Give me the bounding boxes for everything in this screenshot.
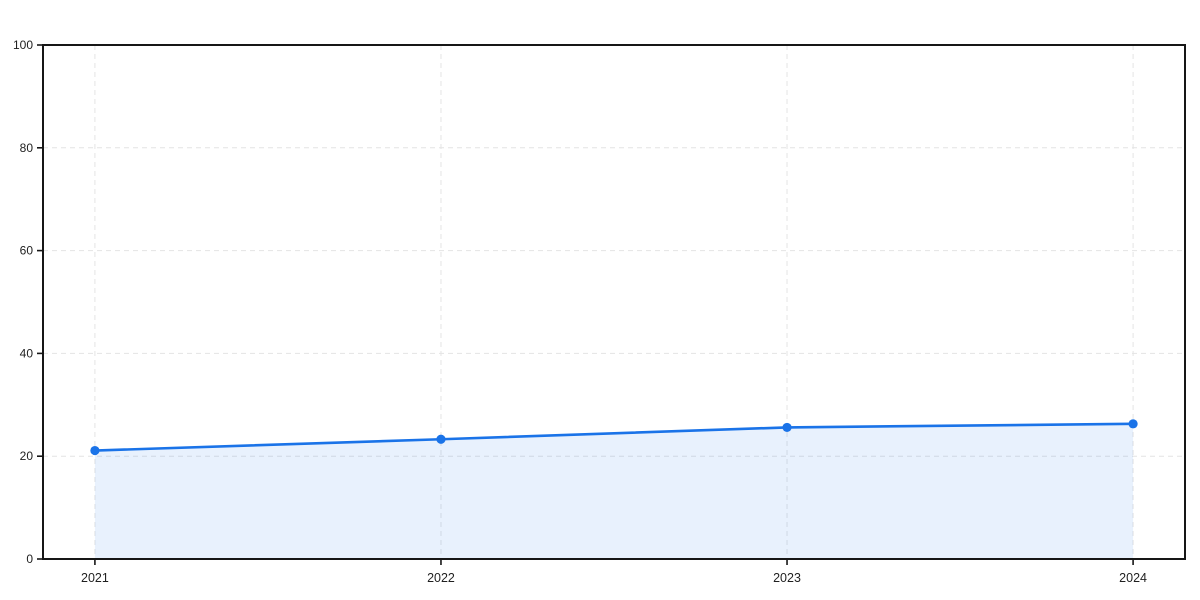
y-tick-label: 0 [26, 552, 33, 566]
data-point-2021 [90, 445, 100, 456]
axis-spines [42, 44, 1186, 560]
y-tick-label: 100 [13, 38, 33, 52]
data-point-2024 [1128, 419, 1138, 429]
x-tick-label: 2024 [1119, 571, 1147, 585]
x-tick-label: 2023 [773, 571, 801, 585]
trend-line [93, 422, 1135, 452]
x-tick-label: 2021 [81, 571, 109, 585]
y-tick-label: 40 [20, 346, 34, 360]
y-tick-label: 20 [20, 449, 34, 463]
data-point-2023 [782, 422, 792, 433]
data-point-2022 [436, 434, 446, 444]
x-tick-label: 2022 [427, 571, 455, 585]
area-fill [94, 423, 1134, 559]
y-tick-label: 80 [20, 141, 34, 155]
y-tick-label: 60 [20, 244, 34, 258]
